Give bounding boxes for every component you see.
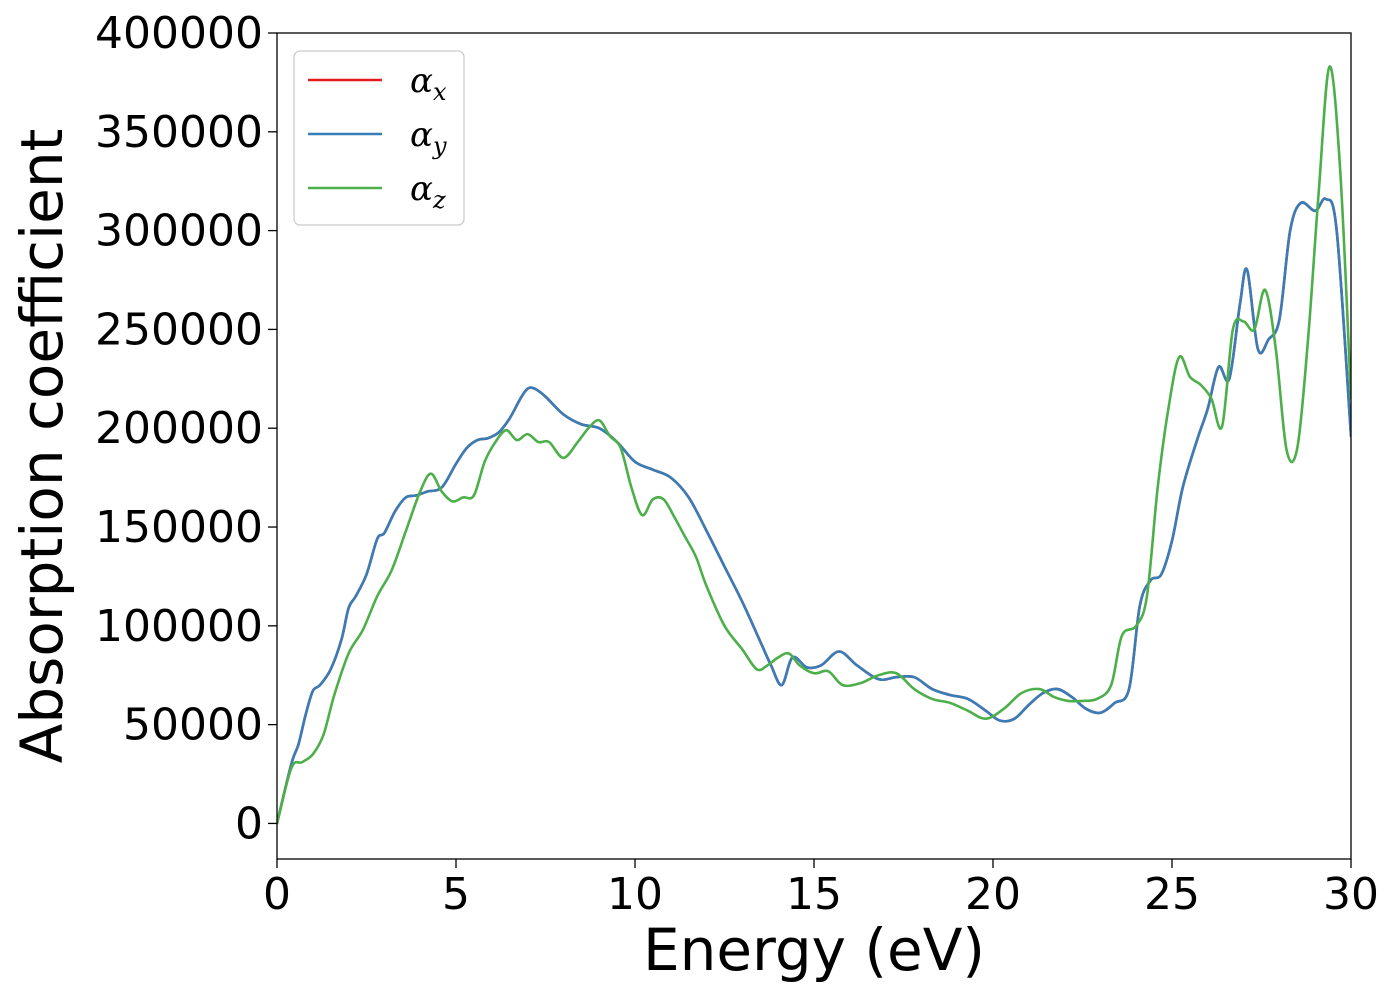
y-tick-label: 50000: [123, 700, 263, 751]
x-axis-ticks: 0 5 10 15 20 25 30: [263, 859, 1379, 920]
x-tick-label: 15: [786, 869, 842, 920]
legend-box: [293, 50, 465, 226]
y-tick-label: 350000: [95, 107, 263, 158]
legend-label-y: αy: [410, 115, 447, 160]
x-tick-label: 25: [1144, 869, 1200, 920]
x-tick-label: 30: [1323, 869, 1379, 920]
y-tick-label: 300000: [95, 206, 263, 257]
y-tick-label: 100000: [95, 601, 263, 652]
y-axis-ticks: 0 50000 100000 150000 200000 250000 300000 3500…: [95, 8, 277, 849]
x-tick-label: 20: [965, 869, 1021, 920]
y-axis-title: Absorption coefficient: [8, 129, 76, 764]
series-line-y: [277, 197, 1351, 825]
y-tick-label: 400000: [95, 8, 263, 59]
legend-label-z: αz: [410, 169, 446, 214]
legend-label-x: αx: [410, 61, 447, 106]
x-tick-label: 0: [263, 869, 291, 920]
series-line-z: [277, 65, 1351, 825]
series-line-x: [277, 197, 1351, 825]
series-layer: [277, 65, 1351, 825]
x-tick-label: 10: [607, 869, 663, 920]
legend: αx αy αz: [293, 50, 465, 226]
y-tick-label: 250000: [95, 304, 263, 355]
x-tick-label: 5: [442, 869, 470, 920]
y-tick-label: 200000: [95, 403, 263, 454]
x-axis-title: Energy (eV): [643, 916, 985, 984]
y-tick-label: 150000: [95, 502, 263, 553]
y-tick-label: 0: [235, 798, 263, 849]
